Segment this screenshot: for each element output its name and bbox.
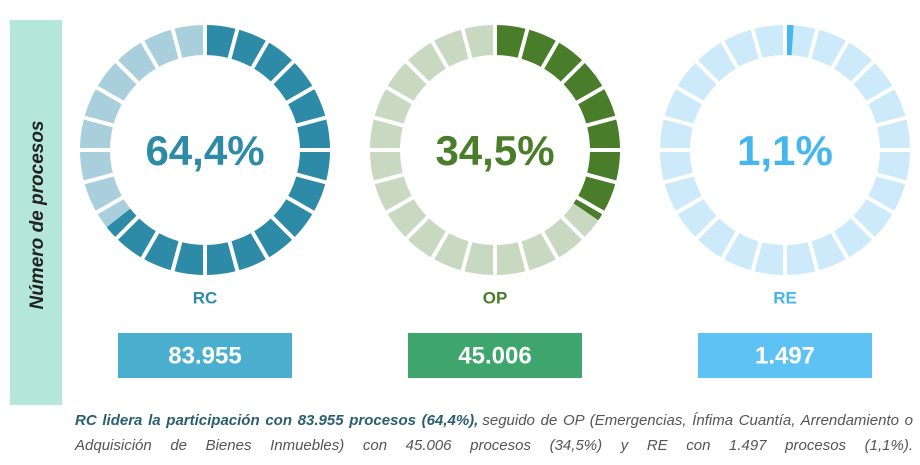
segment-gap (558, 58, 587, 87)
segment-gap (139, 228, 161, 262)
count-box (408, 333, 582, 378)
segment-gap (806, 25, 821, 62)
caption: RC lidera la participación con 83.955 pr… (75, 408, 913, 458)
segment-gap (806, 238, 821, 275)
segment-gap (249, 38, 271, 72)
segment-gap (93, 194, 127, 216)
segment-gap (268, 58, 297, 87)
segment-gap (558, 213, 587, 242)
count-label: 1.497 (755, 342, 815, 369)
percent-label: 1,1% (737, 127, 833, 174)
name-label: RC (193, 288, 218, 307)
segment-gap (459, 238, 474, 275)
segment-gap (829, 38, 851, 72)
segment-gap (749, 25, 764, 62)
segment-gap (80, 171, 117, 186)
name-label: RE (773, 288, 797, 307)
segment-gap (293, 114, 330, 129)
segment-gap (383, 194, 417, 216)
segment-gap (863, 84, 897, 106)
segment-gap (169, 25, 184, 62)
segment-gap (719, 228, 741, 262)
count-box (118, 333, 292, 378)
segment-gap (459, 25, 474, 62)
segment-gap (516, 238, 531, 275)
segment-gap (829, 228, 851, 262)
segment-gap (583, 171, 620, 186)
segment-gap (113, 213, 142, 242)
segment-gap (873, 171, 910, 186)
segment-gap (403, 58, 432, 87)
side-band (10, 20, 62, 405)
segment-gap (848, 213, 877, 242)
segment-gap (383, 84, 417, 106)
caption-rest: seguido de OP (Emergencias, Ínfima Cuant… (75, 412, 913, 454)
segment-gap (429, 38, 451, 72)
caption-bold: RC lidera la participación con 83.955 pr… (75, 412, 479, 429)
segment-gap (673, 84, 707, 106)
count-label: 45.006 (458, 342, 531, 369)
segment-gap (293, 171, 330, 186)
segment-gap (80, 114, 117, 129)
segment-gap (370, 114, 407, 129)
segment-gap (249, 228, 271, 262)
segment-gap (693, 213, 722, 242)
segment-gap (660, 171, 697, 186)
segment-gap (848, 58, 877, 87)
segment-gap (673, 194, 707, 216)
chart: Número de procesos 64,4% RC 83.955 34,5% OP 4… (10, 20, 910, 405)
segment-gap (283, 84, 317, 106)
count-label: 83.955 (168, 342, 241, 369)
segment-gap (370, 171, 407, 186)
percent-label: 64,4% (145, 127, 264, 174)
side-label: Número de procesos (27, 121, 48, 310)
donut-value (495, 25, 620, 221)
segment-gap (93, 84, 127, 106)
donut-value (785, 25, 794, 56)
segment-gap (693, 58, 722, 87)
segment-gap (283, 194, 317, 216)
percent-label: 34,5% (435, 127, 554, 174)
segment-gap (583, 114, 620, 129)
segment-gap (516, 25, 531, 62)
segment-gap (139, 38, 161, 72)
segment-gap (719, 38, 741, 72)
segment-gap (573, 84, 607, 106)
segment-gap (226, 238, 241, 275)
segment-gap (226, 25, 241, 62)
segment-gap (660, 114, 697, 129)
count-box (698, 333, 872, 378)
segment-gap (403, 213, 432, 242)
segment-gap (873, 114, 910, 129)
segment-gap (268, 213, 297, 242)
segment-gap (539, 38, 561, 72)
segment-gap (573, 194, 607, 216)
segment-gap (863, 194, 897, 216)
segment-gap (113, 58, 142, 87)
segment-gap (169, 238, 184, 275)
segment-gap (749, 238, 764, 275)
segment-gap (539, 228, 561, 262)
segment-gap (429, 228, 451, 262)
name-label: OP (483, 288, 508, 307)
